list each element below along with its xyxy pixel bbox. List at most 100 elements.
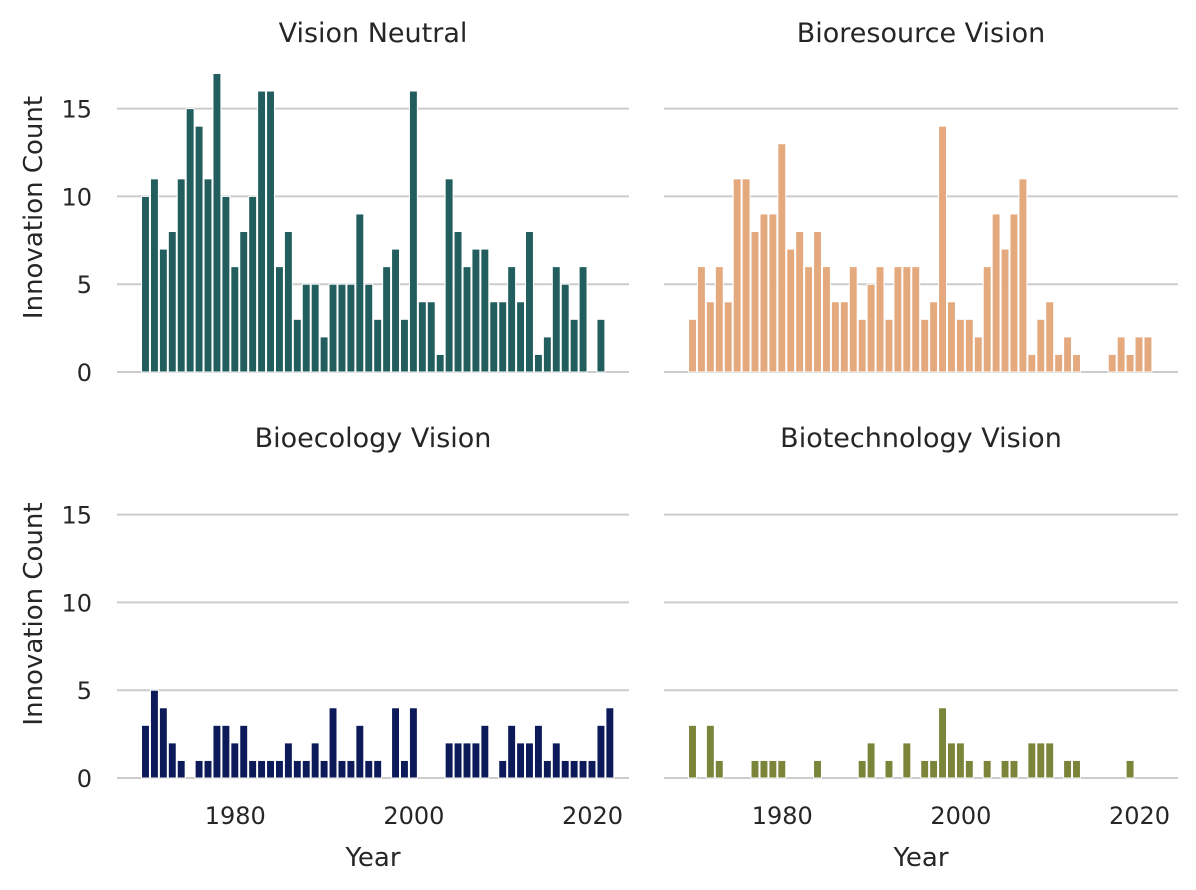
bar (141, 195, 150, 373)
bar (857, 318, 867, 373)
bar (301, 283, 311, 373)
bar (248, 195, 258, 373)
bar (777, 143, 787, 373)
bar (373, 759, 383, 779)
bar (569, 318, 579, 373)
bar (212, 72, 222, 373)
bar (875, 266, 885, 373)
bar (964, 318, 974, 373)
bar (239, 724, 249, 779)
bar (578, 759, 588, 779)
bar (1143, 336, 1153, 373)
bar (569, 759, 579, 779)
bar (777, 759, 787, 779)
x-tick-label: 2000 (930, 802, 991, 830)
bar (373, 318, 383, 373)
bar (310, 742, 320, 779)
bar (435, 353, 445, 373)
bar (723, 301, 733, 373)
bar (1072, 759, 1081, 779)
panel-bioresource-vision: Bioresource Vision (664, 18, 1178, 373)
bar (688, 318, 697, 373)
bar (507, 724, 517, 779)
bar (185, 108, 195, 373)
panel-title: Vision Neutral (279, 18, 468, 49)
bar (551, 266, 561, 373)
bar (533, 353, 543, 373)
bar (688, 724, 697, 779)
bar (920, 759, 930, 779)
bar (462, 266, 472, 373)
bar (283, 742, 293, 779)
bar (714, 759, 724, 779)
bar (848, 266, 858, 373)
bar (1027, 353, 1037, 373)
bar (248, 759, 258, 779)
x-tick-label: 2020 (1109, 802, 1170, 830)
bar (1107, 353, 1117, 373)
bar (480, 248, 490, 373)
bar (1027, 742, 1037, 779)
bar (991, 213, 1001, 373)
x-tick-label: 2020 (562, 802, 623, 830)
bar (1134, 336, 1144, 373)
bar (955, 742, 965, 779)
bar (274, 759, 284, 779)
bar (408, 707, 418, 779)
bar (866, 283, 876, 373)
bar (158, 248, 168, 373)
bar (516, 301, 526, 373)
bar (705, 301, 715, 373)
bar (176, 759, 186, 779)
y-tick-label: 0 (77, 359, 92, 387)
bar (1116, 336, 1126, 373)
bar (516, 742, 526, 779)
panel-title: Biotechnology Vision (780, 423, 1062, 454)
bar (167, 231, 177, 373)
bar (239, 231, 249, 373)
bar (1036, 742, 1046, 779)
bar (560, 759, 570, 779)
bar (417, 301, 427, 373)
bar (319, 336, 329, 373)
bar (839, 301, 849, 373)
bar (141, 724, 150, 779)
bar (230, 266, 240, 373)
bar (804, 266, 814, 373)
bar (750, 759, 760, 779)
bar (551, 742, 561, 779)
bar (884, 318, 894, 373)
bar (525, 231, 534, 373)
bar (1125, 353, 1135, 373)
bar (884, 759, 894, 779)
bar (301, 759, 311, 779)
bar (176, 178, 186, 373)
bar (1045, 301, 1055, 373)
bar (507, 266, 517, 373)
x-axis-label: Year (344, 843, 400, 873)
bar (292, 759, 302, 779)
bar (391, 707, 401, 779)
bar (346, 759, 356, 779)
bar (274, 266, 284, 373)
bar (364, 283, 374, 373)
bar (391, 248, 401, 373)
bar (714, 266, 724, 373)
bar (462, 742, 472, 779)
y-axis-label: Innovation Count (19, 502, 49, 725)
bar (929, 759, 939, 779)
bar (920, 318, 930, 373)
bar (830, 301, 840, 373)
bar (893, 266, 903, 373)
bar (768, 213, 778, 373)
bar (938, 707, 948, 779)
bar (453, 231, 463, 373)
bar (947, 301, 956, 373)
bar (542, 759, 552, 779)
bar (1000, 248, 1010, 373)
bar (911, 266, 921, 373)
bar (471, 248, 481, 373)
bar (587, 759, 597, 779)
bar (525, 742, 534, 779)
